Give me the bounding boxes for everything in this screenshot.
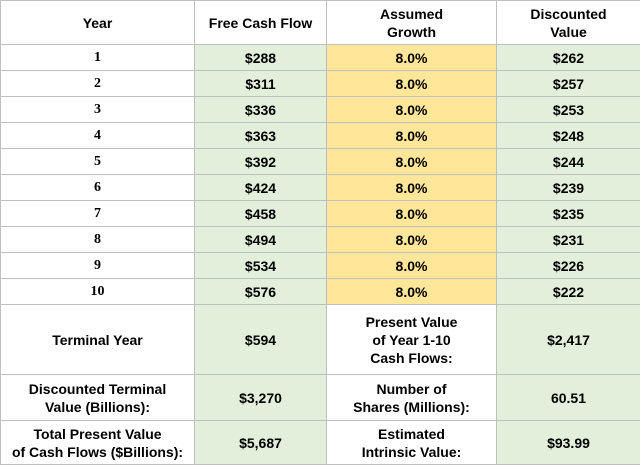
free-cash-flow-cell: $311	[195, 71, 327, 97]
assumed-growth-cell: 8.0%	[327, 201, 497, 227]
discounted-value-cell: $248	[497, 123, 640, 149]
assumed-growth-cell: 8.0%	[327, 175, 497, 201]
free-cash-flow-cell: $494	[195, 227, 327, 253]
shares-label: Number of Shares (Millions):	[327, 375, 497, 421]
year-cell: 6	[1, 175, 195, 201]
year-cell: 10	[1, 279, 195, 305]
intrinsic-value-label: Estimated Intrinsic Value:	[327, 421, 497, 465]
year-cell: 3	[1, 97, 195, 123]
assumed-growth-cell: 8.0%	[327, 97, 497, 123]
year-cell: 5	[1, 149, 195, 175]
year-cell: 2	[1, 71, 195, 97]
free-cash-flow-cell: $458	[195, 201, 327, 227]
discounted-terminal-label: Discounted Terminal Value (Billions):	[1, 375, 195, 421]
discounted-value-cell: $235	[497, 201, 640, 227]
summary-rows: Terminal Year $594 Present Value of Year…	[1, 305, 640, 465]
header-discounted-value: Discounted Value	[497, 1, 640, 45]
shares-value: 60.51	[497, 375, 640, 421]
year-cell: 1	[1, 45, 195, 71]
summary-row-discounted-terminal: Discounted Terminal Value (Billions): $3…	[1, 375, 640, 421]
discounted-value-cell: $257	[497, 71, 640, 97]
discounted-value-cell: $262	[497, 45, 640, 71]
free-cash-flow-cell: $576	[195, 279, 327, 305]
total-present-value-value: $5,687	[195, 421, 327, 465]
free-cash-flow-cell: $363	[195, 123, 327, 149]
header-free-cash-flow: Free Cash Flow	[195, 1, 327, 45]
summary-row-total: Total Present Value of Cash Flows ($Bill…	[1, 421, 640, 465]
assumed-growth-cell: 8.0%	[327, 71, 497, 97]
assumed-growth-cell: 8.0%	[327, 123, 497, 149]
year-cell: 7	[1, 201, 195, 227]
assumed-growth-cell: 8.0%	[327, 253, 497, 279]
free-cash-flow-cell: $424	[195, 175, 327, 201]
present-value-label: Present Value of Year 1-10 Cash Flows:	[327, 305, 497, 375]
discounted-value-cell: $226	[497, 253, 640, 279]
assumed-growth-cell: 8.0%	[327, 279, 497, 305]
discounted-terminal-value: $3,270	[195, 375, 327, 421]
header-assumed-growth: Assumed Growth	[327, 1, 497, 45]
header-year: Year	[1, 1, 195, 45]
summary-row-terminal: Terminal Year $594 Present Value of Year…	[1, 305, 640, 375]
discounted-value-cell: $244	[497, 149, 640, 175]
assumed-growth-cell: 8.0%	[327, 45, 497, 71]
present-value-value: $2,417	[497, 305, 640, 375]
terminal-year-value: $594	[195, 305, 327, 375]
discounted-value-cell: $231	[497, 227, 640, 253]
year-cell: 9	[1, 253, 195, 279]
free-cash-flow-cell: $288	[195, 45, 327, 71]
year-cell: 8	[1, 227, 195, 253]
total-present-value-label: Total Present Value of Cash Flows ($Bill…	[1, 421, 195, 465]
free-cash-flow-cell: $336	[195, 97, 327, 123]
assumed-growth-cell: 8.0%	[327, 149, 497, 175]
assumed-growth-cell: 8.0%	[327, 227, 497, 253]
free-cash-flow-cell: $534	[195, 253, 327, 279]
free-cash-flow-cell: $392	[195, 149, 327, 175]
intrinsic-value-value: $93.99	[497, 421, 640, 465]
header-row: Year Free Cash Flow Assumed Growth Disco…	[1, 1, 640, 45]
year-cell: 4	[1, 123, 195, 149]
discounted-value-cell: $253	[497, 97, 640, 123]
terminal-year-label: Terminal Year	[1, 305, 195, 375]
discounted-value-cell: $222	[497, 279, 640, 305]
discounted-value-cell: $239	[497, 175, 640, 201]
